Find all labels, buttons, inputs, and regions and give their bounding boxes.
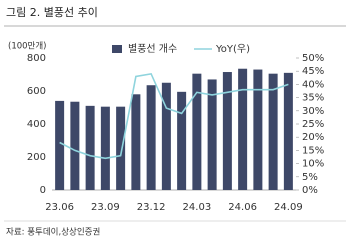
bar (55, 100, 65, 190)
x-tick-label: 23.06 (45, 202, 74, 213)
legend-label: YoY(우) (215, 43, 250, 55)
y2-tick-label: 40% (302, 79, 324, 90)
source: 자료: 풍투데이,상상인증권 (6, 227, 100, 238)
y-tick-label: 800 (27, 53, 46, 64)
y2-tick-label: 50% (302, 53, 324, 64)
x-tick-label: 23.09 (91, 202, 120, 213)
bar (207, 79, 217, 190)
bar (177, 91, 187, 190)
chart-title: 그림 2. 별풍선 추이 (6, 6, 98, 19)
legend-swatch (112, 45, 122, 53)
x-tick-label: 24.09 (274, 202, 303, 213)
bar (222, 72, 232, 190)
y2-tick-label: 35% (302, 93, 324, 104)
y-tick-label: 200 (27, 152, 46, 163)
bar (70, 101, 80, 190)
y2-tick-label: 30% (302, 106, 324, 117)
y2-tick-label: 5% (302, 172, 318, 183)
y2-tick-label: 45% (302, 66, 324, 77)
bar (238, 68, 248, 190)
y-tick-label: 0 (40, 185, 46, 196)
bar (100, 106, 110, 190)
y-tick-label: 400 (27, 119, 46, 130)
bar (253, 69, 263, 190)
bar (131, 94, 141, 190)
y-axis-label: (100만개) (8, 41, 47, 52)
x-tick-label: 23.12 (137, 202, 166, 213)
y2-tick-label: 0% (302, 185, 318, 196)
y-tick-label: 600 (27, 86, 46, 97)
x-tick-label: 24.06 (228, 202, 257, 213)
bar (192, 73, 202, 190)
y2-tick-label: 10% (302, 159, 324, 170)
line (59, 72, 289, 160)
bar (161, 82, 171, 190)
bar (85, 105, 95, 190)
bar (268, 73, 278, 190)
x-tick-label: 24.03 (183, 202, 212, 213)
bar (283, 72, 293, 190)
y2-tick-label: 15% (302, 145, 324, 156)
bar (146, 85, 156, 190)
y2-tick-label: 25% (302, 119, 324, 130)
y2-tick-label: 20% (302, 132, 324, 143)
bar (116, 106, 126, 190)
legend-label: 별풍선 개수 (128, 43, 177, 55)
